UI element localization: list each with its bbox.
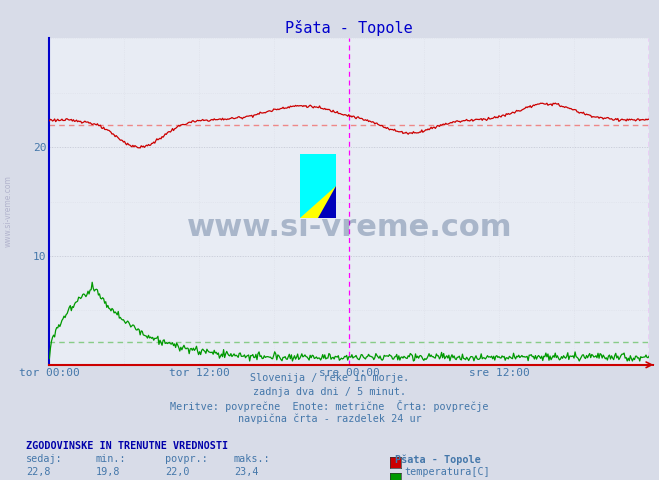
Text: navpična črta - razdelek 24 ur: navpična črta - razdelek 24 ur: [238, 414, 421, 424]
Text: 19,8: 19,8: [96, 467, 120, 477]
Text: povpr.:: povpr.:: [165, 454, 208, 464]
Text: 23,4: 23,4: [234, 467, 258, 477]
Text: zadnja dva dni / 5 minut.: zadnja dva dni / 5 minut.: [253, 387, 406, 397]
Text: 22,8: 22,8: [26, 467, 51, 477]
Text: temperatura[C]: temperatura[C]: [405, 467, 490, 477]
Text: maks.:: maks.:: [234, 454, 271, 464]
Text: ZGODOVINSKE IN TRENUTNE VREDNOSTI: ZGODOVINSKE IN TRENUTNE VREDNOSTI: [26, 441, 229, 451]
Text: sedaj:: sedaj:: [26, 454, 63, 464]
Title: Pšata - Topole: Pšata - Topole: [285, 20, 413, 36]
Text: Slovenija / reke in morje.: Slovenija / reke in morje.: [250, 373, 409, 384]
Text: Pšata - Topole: Pšata - Topole: [395, 454, 481, 465]
Polygon shape: [318, 186, 336, 218]
Text: www.si-vreme.com: www.si-vreme.com: [186, 213, 512, 242]
Polygon shape: [300, 154, 336, 218]
Text: www.si-vreme.com: www.si-vreme.com: [3, 175, 13, 247]
Text: min.:: min.:: [96, 454, 126, 464]
Text: 22,0: 22,0: [165, 467, 189, 477]
Text: Meritve: povprečne  Enote: metrične  Črta: povprečje: Meritve: povprečne Enote: metrične Črta:…: [170, 400, 489, 412]
